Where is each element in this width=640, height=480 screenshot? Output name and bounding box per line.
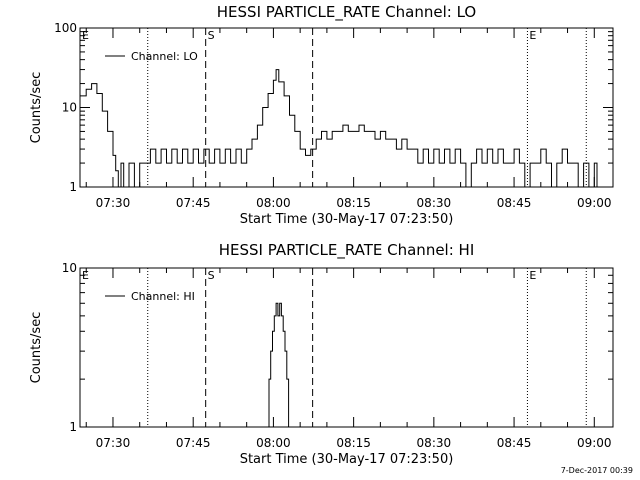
event-marker-label: E <box>529 29 536 42</box>
x-tick-label: 08:30 <box>417 196 452 210</box>
x-axis-label: Start Time (30-May-17 07:23:50) <box>240 452 454 467</box>
x-tick-label: 08:45 <box>497 436 532 450</box>
y-tick-label: 1 <box>69 420 77 434</box>
legend-label: Channel: LO <box>131 50 198 63</box>
event-marker-label: S <box>208 29 215 42</box>
chart-title: HESSI PARTICLE_RATE Channel: LO <box>217 3 476 22</box>
chart-title: HESSI PARTICLE_RATE Channel: HI <box>219 241 475 260</box>
event-marker-label: S <box>208 269 215 282</box>
x-axis-label: Start Time (30-May-17 07:23:50) <box>240 212 454 227</box>
y-tick-label: 10 <box>62 261 77 275</box>
x-tick-label: 08:00 <box>256 436 291 450</box>
event-marker-label: E <box>82 269 89 282</box>
chart-panel-2: HESSI PARTICLE_RATE Channel: HI Counts/se… <box>29 241 614 467</box>
y-axis-label: Counts/sec <box>29 72 44 144</box>
x-tick-label: 09:00 <box>577 196 612 210</box>
y-axis-label: Counts/sec <box>29 312 44 384</box>
event-marker-label: E <box>82 29 89 42</box>
x-tick-label: 07:45 <box>176 196 211 210</box>
x-tick-label: 07:30 <box>96 436 131 450</box>
chart-panel-1: HESSI PARTICLE_RATE Channel: LO Counts/se… <box>29 3 614 227</box>
plot-frame <box>79 267 614 428</box>
x-tick-label: 07:30 <box>96 196 131 210</box>
y-tick-label: 1 <box>69 180 77 194</box>
x-tick-label: 09:00 <box>577 436 612 450</box>
y-tick-label: 10 <box>62 101 77 115</box>
legend-label: Channel: HI <box>131 290 195 303</box>
series-line <box>80 69 598 187</box>
x-tick-label: 08:00 <box>256 196 291 210</box>
x-tick-label: 07:45 <box>176 436 211 450</box>
footer-timestamp: 7-Dec-2017 00:39 <box>561 466 633 475</box>
x-tick-label: 08:45 <box>497 196 532 210</box>
x-tick-label: 08:15 <box>336 436 371 450</box>
x-tick-label: 08:15 <box>336 196 371 210</box>
event-marker-label: E <box>529 269 536 282</box>
y-tick-label: 100 <box>54 21 77 35</box>
series-line <box>268 302 290 427</box>
x-tick-label: 08:30 <box>417 436 452 450</box>
